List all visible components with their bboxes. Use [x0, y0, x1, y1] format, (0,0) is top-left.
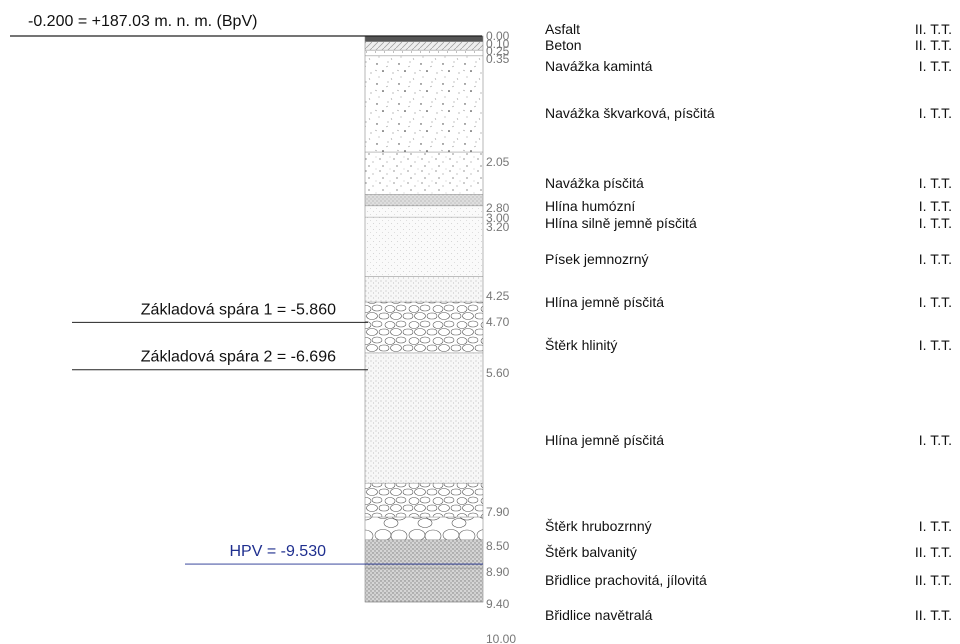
depth-tick-label: 10.00	[486, 632, 516, 644]
layer-name: Navážka písčitá	[545, 175, 644, 191]
groundwater-label: HPV = -9.530	[230, 543, 327, 560]
depth-tick-label: 2.80	[486, 201, 510, 215]
depth-tick-label: 3.00	[486, 211, 510, 225]
layer-fill	[365, 41, 483, 51]
layer-fill	[365, 568, 483, 602]
layer-fill	[365, 205, 483, 218]
layer-name: Štěrk hrubozrnný	[545, 518, 652, 534]
layer-name: Štěrk hlinitý	[545, 337, 617, 353]
layer-fill	[365, 36, 483, 42]
depth-tick-label: 0.25	[486, 44, 510, 58]
layer-name: Beton	[545, 37, 582, 53]
layer-class: I. T.T.	[919, 215, 952, 231]
depth-tick-label: 3.20	[486, 220, 510, 234]
depth-tick-label: 4.25	[486, 289, 510, 303]
layer-fill	[365, 302, 483, 353]
layer-class: II. T.T.	[915, 607, 952, 623]
layer-class: I. T.T.	[919, 294, 952, 310]
layer-class: I. T.T.	[919, 105, 952, 121]
depth-tick-label: 4.70	[486, 315, 510, 329]
layer-class: I. T.T.	[919, 337, 952, 353]
layer-descriptions: Asfalt II. T.T. Beton II. T.T. Navážka kamin…	[545, 21, 952, 623]
depth-tick-label: 9.40	[486, 597, 510, 611]
layer-fills	[365, 36, 483, 602]
layer-fill	[365, 194, 483, 206]
layer-name: Hlína silně jemně písčitá	[545, 215, 697, 231]
layer-name: Břidlice navětralá	[545, 607, 653, 623]
layer-class: II. T.T.	[915, 21, 952, 37]
level-markers: Základová spára 1 = -5.860 Základová spár…	[72, 301, 483, 565]
layer-name: Písek jemnozrný	[545, 251, 648, 267]
layer-name: Štěrk balvanitý	[545, 544, 637, 560]
layer-class: II. T.T.	[915, 37, 952, 53]
layer-fill	[365, 152, 483, 195]
depth-tick-label: 8.90	[486, 565, 510, 579]
layer-name: Navážka škvarková, písčitá	[545, 105, 715, 121]
layer-name: Hlína humózní	[545, 198, 635, 214]
layer-fill	[365, 217, 483, 277]
layer-fill	[365, 50, 483, 56]
layer-class: I. T.T.	[919, 251, 952, 267]
layer-fill	[365, 352, 483, 484]
layer-fill	[365, 55, 483, 153]
layer-class: I. T.T.	[919, 175, 952, 191]
layer-class: I. T.T.	[919, 432, 952, 448]
layer-class: I. T.T.	[919, 518, 952, 534]
foundation-label: Základová spára 1 = -5.860	[141, 301, 336, 318]
layer-class: I. T.T.	[919, 58, 952, 74]
layer-fill	[365, 276, 483, 303]
layer-fill	[365, 483, 483, 518]
layer-fill	[365, 517, 483, 540]
layer-name: Asfalt	[545, 21, 580, 37]
layer-name: Hlína jemně písčitá	[545, 294, 664, 310]
depth-ticks: 0.000.100.250.35 2.05 2.803.003.20 4.25 4.70…	[486, 29, 516, 644]
depth-tick-label: 2.05	[486, 155, 510, 169]
layer-boundaries	[364, 35, 484, 603]
foundation-label: Základová spára 2 = -6.696	[141, 349, 336, 366]
layer-class: II. T.T.	[915, 544, 952, 560]
layer-class: II. T.T.	[915, 572, 952, 588]
depth-tick-label: 5.60	[486, 366, 510, 380]
depth-tick-label: 0.35	[486, 52, 510, 66]
depth-tick-label: 7.90	[486, 505, 510, 519]
layer-name: Hlína jemně písčitá	[545, 432, 664, 448]
layer-name: Navážka kamintá	[545, 58, 653, 74]
reference-level-label: -0.200 = +187.03 m. n. m. (BpV)	[28, 13, 257, 30]
depth-tick-label: 0.10	[486, 37, 510, 51]
layer-class: I. T.T.	[919, 198, 952, 214]
depth-tick-label: 8.50	[486, 539, 510, 553]
layer-fill	[365, 539, 483, 569]
depth-tick-label: 0.00	[486, 29, 510, 43]
layer-name: Břidlice prachovitá, jílovitá	[545, 572, 707, 588]
